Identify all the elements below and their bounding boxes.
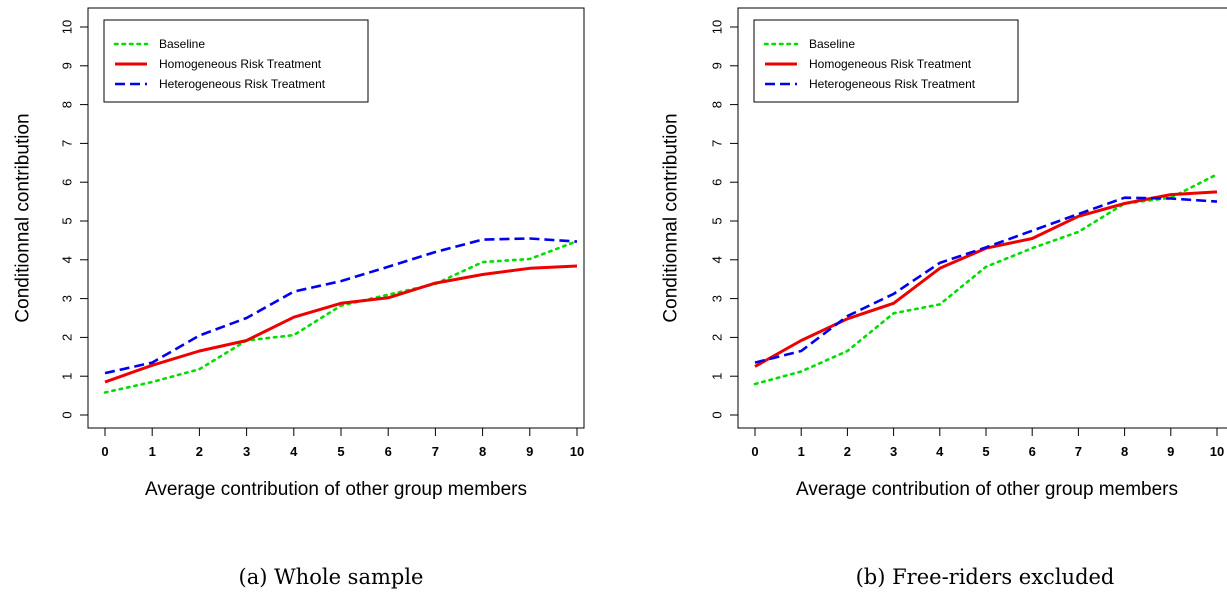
y-tick-label: 10 — [60, 20, 75, 34]
x-tick-label: 0 — [101, 444, 108, 459]
y-tick-label: 6 — [710, 179, 725, 186]
chart-panel-2: 0 1 2 3 4 5 6 7 8 9 10 0 1 2 3 4 5 6 7 8 9 10 Average contribu… — [661, 7, 1227, 589]
series-line-2 — [104, 264, 578, 384]
x-tick-label: 6 — [1029, 444, 1036, 459]
chart-caption: (b) Free-riders excluded — [856, 565, 1115, 589]
chart-panel-1: 0 1 2 3 4 5 6 7 8 9 10 0 1 2 3 4 5 6 7 8 9 10 Average contribu… — [13, 7, 585, 589]
y-tick-label: 8 — [60, 101, 75, 108]
x-tick-label: 9 — [1167, 444, 1174, 459]
plot-frame — [87, 7, 585, 429]
y-tick-label: 5 — [710, 217, 725, 224]
y-tick-label: 7 — [710, 140, 725, 147]
x-tick-label: 5 — [337, 444, 344, 459]
x-tick-label: 4 — [290, 444, 298, 459]
y-tick-label: 9 — [60, 62, 75, 69]
x-tick-label: 8 — [1121, 444, 1128, 459]
y-axis-label: Conditionnal contribution — [661, 113, 682, 322]
x-tick-label: 8 — [479, 444, 486, 459]
x-tick-label: 2 — [844, 444, 851, 459]
x-axis-label: Average contribution of other group memb… — [145, 479, 527, 500]
legend-label-2: Homogeneous Risk Treatment — [159, 57, 322, 71]
series-line-1 — [103, 239, 579, 394]
y-tick-label: 8 — [710, 101, 725, 108]
y-tick-label: 10 — [710, 20, 725, 34]
y-axis-label: Conditionnal contribution — [13, 113, 34, 322]
y-tick-label: 5 — [60, 217, 75, 224]
y-tick-label: 3 — [710, 295, 725, 302]
series-line-1 — [753, 173, 1219, 386]
x-tick-label: 0 — [751, 444, 758, 459]
legend-box — [753, 19, 1019, 103]
x-tick-label: 2 — [196, 444, 203, 459]
y-tick-label: 3 — [60, 295, 75, 302]
y-tick-label: 4 — [710, 256, 725, 263]
x-tick-label: 5 — [982, 444, 989, 459]
y-tick-label: 4 — [60, 256, 75, 263]
legend-label-2: Homogeneous Risk Treatment — [809, 57, 972, 71]
plot-frame — [737, 7, 1227, 429]
chart-caption: (a) Whole sample — [239, 565, 424, 589]
y-tick-label: 1 — [60, 373, 75, 380]
x-tick-label: 6 — [385, 444, 392, 459]
series-line-3 — [754, 196, 1218, 364]
x-tick-label: 1 — [149, 444, 156, 459]
y-tick-label: 1 — [710, 373, 725, 380]
series-line-2 — [754, 190, 1218, 368]
x-tick-label: 1 — [798, 444, 805, 459]
x-tick-label: 10 — [570, 444, 584, 459]
series-line-3 — [104, 237, 578, 375]
x-tick-label: 7 — [1075, 444, 1082, 459]
y-tick-label: 0 — [710, 411, 725, 418]
y-tick-label: 0 — [60, 411, 75, 418]
legend-label-1: Baseline — [809, 37, 855, 51]
y-tick-label: 2 — [710, 334, 725, 341]
x-tick-label: 10 — [1210, 444, 1224, 459]
legend-label-3: Heterogeneous Risk Treatment — [809, 77, 976, 91]
legend-label-1: Baseline — [159, 37, 205, 51]
y-tick-label: 9 — [710, 62, 725, 69]
y-tick-label: 7 — [60, 140, 75, 147]
legend: Baseline Homogeneous Risk Treatment Hetero… — [103, 19, 369, 103]
legend: Baseline Homogeneous Risk Treatment Hetero… — [753, 19, 1019, 103]
x-axis-label: Average contribution of other group memb… — [796, 479, 1178, 500]
y-tick-label: 2 — [60, 334, 75, 341]
x-tick-label: 3 — [243, 444, 250, 459]
legend-label-3: Heterogeneous Risk Treatment — [159, 77, 326, 91]
x-tick-label: 3 — [890, 444, 897, 459]
x-tick-label: 7 — [432, 444, 439, 459]
legend-box — [103, 19, 369, 103]
x-tick-label: 9 — [526, 444, 533, 459]
y-tick-label: 6 — [60, 179, 75, 186]
x-tick-label: 4 — [936, 444, 944, 459]
